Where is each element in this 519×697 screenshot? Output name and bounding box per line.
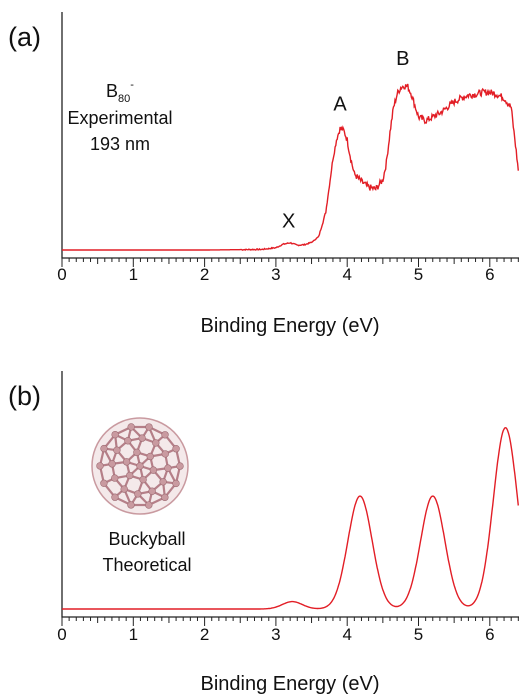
bucky-atom (172, 445, 180, 453)
species-base: B (106, 81, 118, 101)
x-tick-label: 6 (485, 265, 494, 284)
bucky-atom (133, 448, 141, 457)
buckyball-label: Buckyball (108, 529, 185, 549)
x-tick-label: 3 (271, 625, 280, 644)
peak-label-a: A (333, 94, 347, 116)
x-tick-label: 0 (57, 265, 66, 284)
bucky-atom (111, 493, 119, 501)
bucky-atom (139, 475, 147, 484)
theoretical-label: Theoretical (102, 555, 191, 575)
panel-b-x-ticks (61, 617, 519, 626)
panel-a-x-axis-title: Binding Energy (eV) (201, 315, 380, 337)
bucky-atom (108, 460, 116, 468)
bucky-atom (127, 501, 135, 509)
panel-label-a: (a) (8, 22, 41, 52)
peak-label-b: B (396, 48, 409, 70)
panel-a-x-tick-labels: 0 1 2 3 4 5 6 (57, 265, 494, 284)
bucky-atom (138, 434, 146, 442)
bucky-atom (159, 478, 167, 486)
bucky-atom (111, 474, 119, 482)
panel-b-x-tick-labels: 0 1 2 3 4 5 6 (57, 625, 494, 644)
peak-label-x: X (282, 210, 295, 232)
bucky-atom (100, 444, 108, 453)
x-tick-label: 5 (414, 265, 423, 284)
species-superscript: - (130, 79, 134, 91)
bucky-atom (134, 490, 142, 498)
bucky-atom (136, 462, 144, 470)
bucky-atom (145, 501, 153, 509)
panel-b: (b) 0 1 2 3 4 5 6 Binding Energy (eV) Buckybal… (8, 371, 519, 695)
x-tick-label: 0 (57, 625, 66, 644)
bucky-atom (146, 452, 154, 461)
bucky-atom (120, 485, 128, 493)
x-tick-label: 1 (129, 625, 138, 644)
x-tick-label: 4 (342, 625, 351, 644)
species-label: B80- (106, 79, 134, 105)
panel-b-x-axis-title: Binding Energy (eV) (201, 673, 380, 695)
bucky-atom (113, 446, 121, 454)
x-tick-label: 6 (485, 625, 494, 644)
panel-a-x-ticks (61, 258, 519, 267)
bucky-atom (111, 430, 119, 439)
x-tick-label: 2 (200, 265, 209, 284)
bucky-atom (152, 439, 160, 447)
x-tick-label: 5 (414, 625, 423, 644)
x-tick-label: 3 (271, 265, 280, 284)
bucky-atom (149, 466, 158, 474)
bucky-atom (126, 471, 134, 480)
x-tick-label: 1 (129, 265, 138, 284)
panel-a-experimental-spectrum (62, 83, 519, 252)
bucky-atom (122, 458, 131, 466)
panel-label-b: (b) (8, 381, 41, 411)
experimental-label: Experimental (67, 108, 172, 128)
bucky-atom (164, 464, 172, 472)
buckyball-molecule-image (91, 417, 189, 515)
x-tick-label: 2 (200, 625, 209, 644)
species-subscript: 80 (118, 93, 130, 105)
bucky-atom (161, 450, 169, 458)
bucky-atom (145, 423, 153, 431)
bucky-atom (161, 431, 169, 439)
bucky-atom (176, 462, 184, 470)
x-tick-label: 4 (342, 265, 351, 284)
bucky-atom (172, 479, 180, 488)
wavelength-label: 193 nm (90, 134, 150, 154)
bucky-atom (124, 437, 132, 445)
bucky-atom (161, 493, 169, 502)
bucky-atom (96, 462, 104, 470)
bucky-atom (100, 479, 108, 487)
panel-a-peak-labels: X A B (282, 48, 409, 232)
panel-b-theoretical-spectrum (62, 426, 519, 610)
bucky-atom (148, 487, 156, 495)
bucky-atom (127, 423, 135, 431)
